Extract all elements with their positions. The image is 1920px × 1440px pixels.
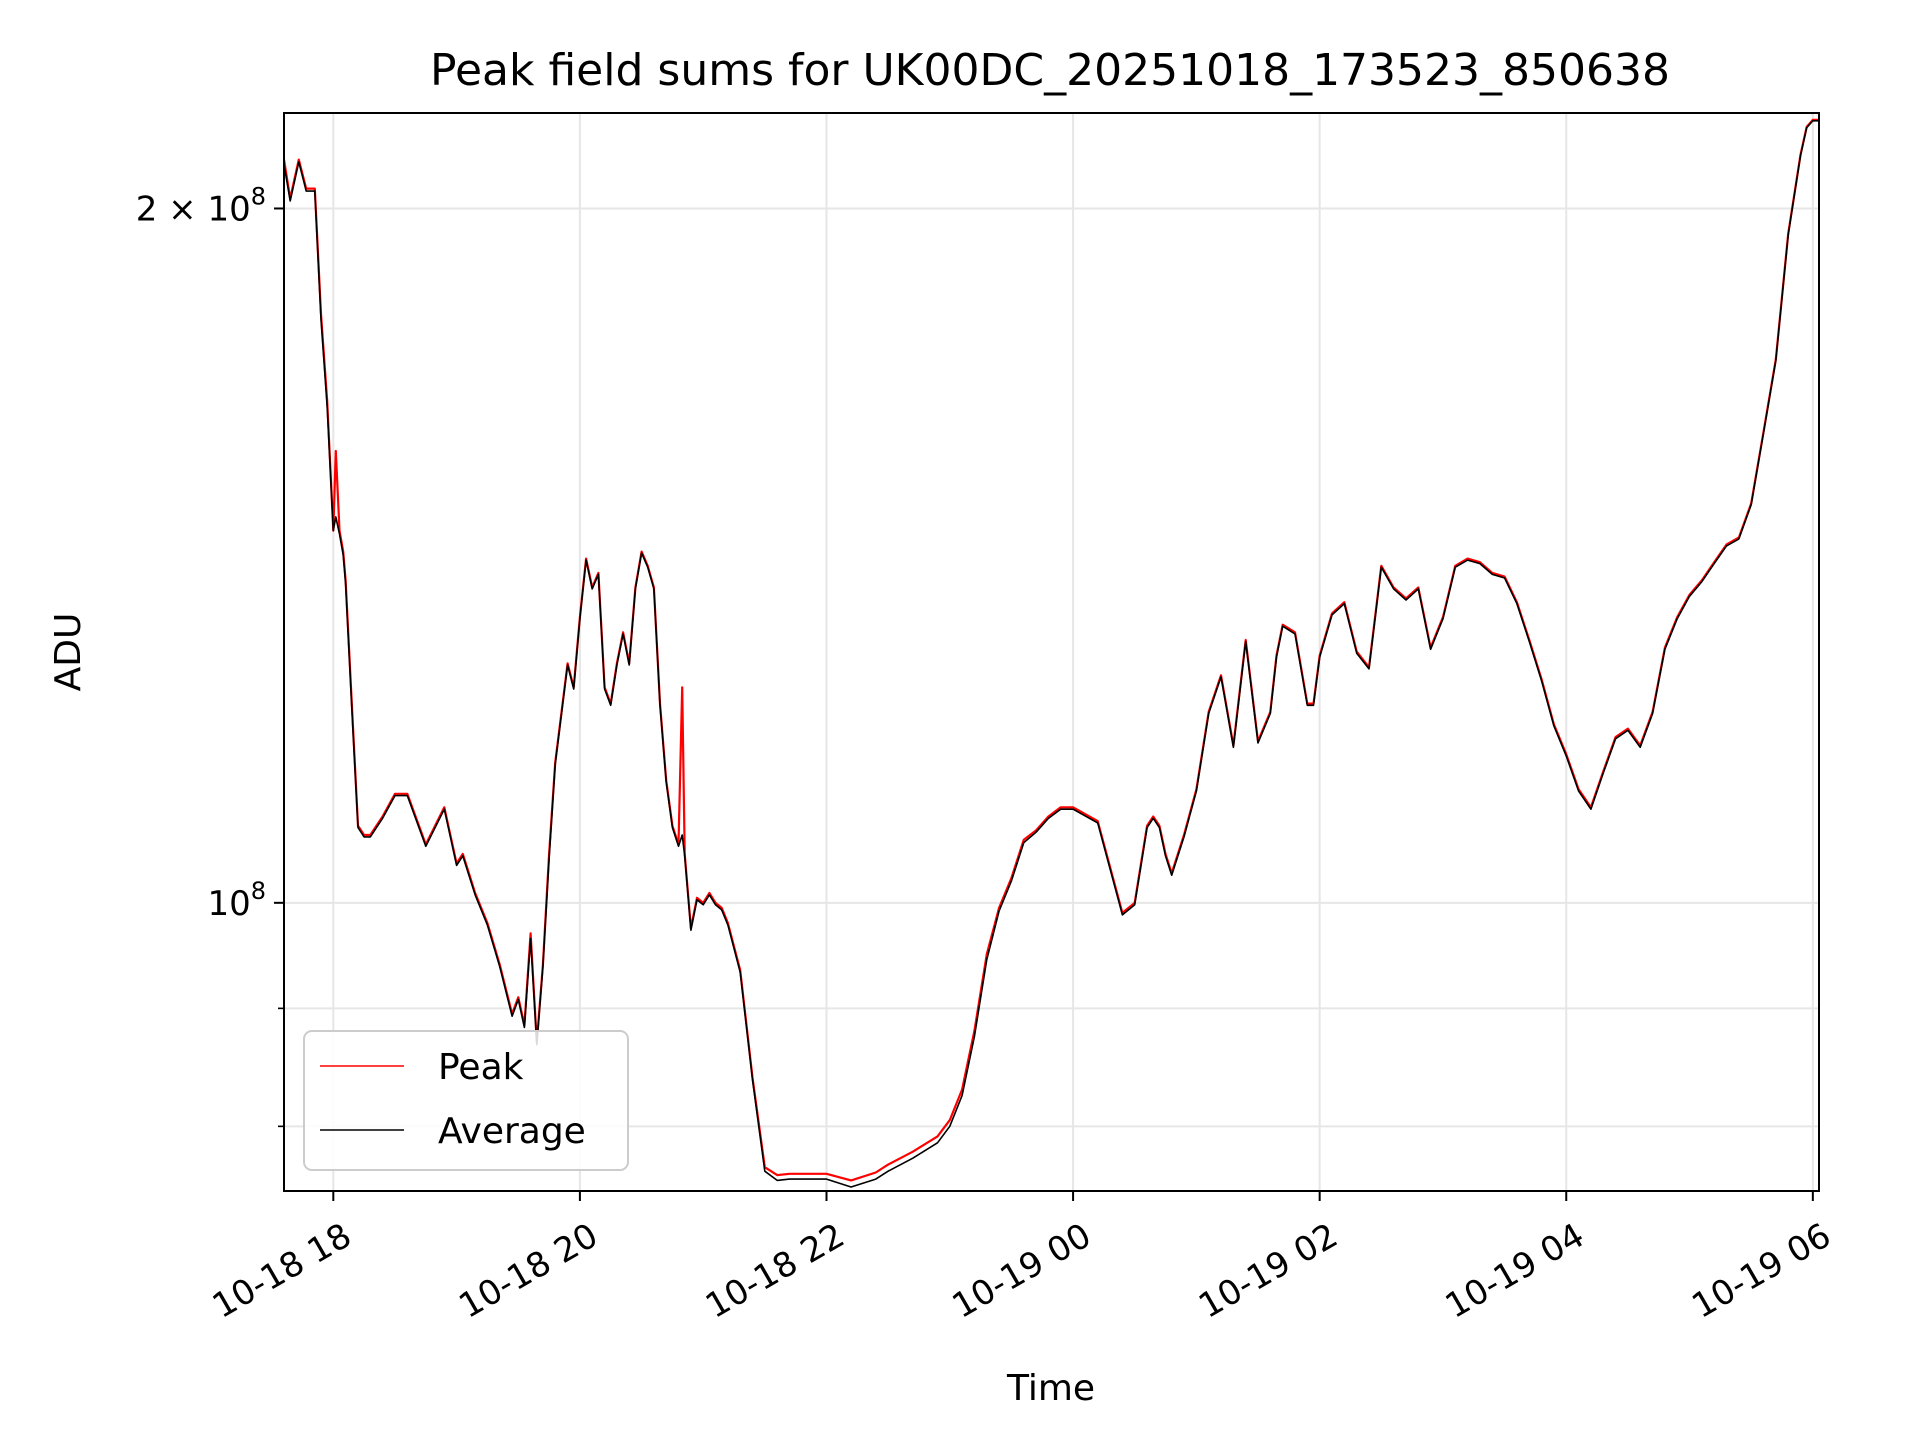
series-layer: [284, 118, 1819, 1188]
legend-label-peak: Peak: [438, 1047, 524, 1088]
legend: Peak Average: [303, 1030, 629, 1171]
y-axis: 108 2 × 108: [136, 182, 284, 1128]
y-tick-label: 108: [207, 877, 266, 924]
y-tick-label: 2 × 108: [136, 182, 266, 229]
x-axis-label: Time: [1006, 1368, 1095, 1409]
chart-title: Peak field sums for UK00DC_20251018_1735…: [430, 45, 1670, 96]
plot-frame: [283, 112, 1820, 1192]
legend-label-average: Average: [438, 1111, 586, 1152]
series-line-average: [284, 120, 1819, 1188]
y-axis-label: ADU: [48, 613, 89, 692]
